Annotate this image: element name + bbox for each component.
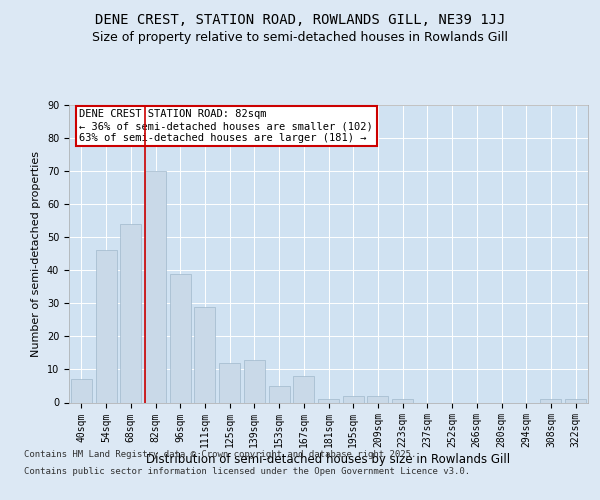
Bar	[343, 396, 364, 402]
Bar	[565, 399, 586, 402]
Text: DENE CREST STATION ROAD: 82sqm
← 36% of semi-detached houses are smaller (102)
6: DENE CREST STATION ROAD: 82sqm ← 36% of …	[79, 110, 373, 142]
Bar	[244, 360, 265, 403]
Bar	[71, 380, 92, 402]
Y-axis label: Number of semi-detached properties: Number of semi-detached properties	[31, 151, 41, 357]
Bar	[392, 399, 413, 402]
Bar	[145, 171, 166, 402]
Text: Contains HM Land Registry data © Crown copyright and database right 2025.: Contains HM Land Registry data © Crown c…	[24, 450, 416, 459]
Bar	[95, 250, 116, 402]
Text: Size of property relative to semi-detached houses in Rowlands Gill: Size of property relative to semi-detach…	[92, 31, 508, 44]
Bar	[120, 224, 141, 402]
Bar	[219, 363, 240, 403]
X-axis label: Distribution of semi-detached houses by size in Rowlands Gill: Distribution of semi-detached houses by …	[146, 453, 511, 466]
Text: DENE CREST, STATION ROAD, ROWLANDS GILL, NE39 1JJ: DENE CREST, STATION ROAD, ROWLANDS GILL,…	[95, 12, 505, 26]
Bar	[541, 399, 562, 402]
Bar	[318, 399, 339, 402]
Text: Contains public sector information licensed under the Open Government Licence v3: Contains public sector information licen…	[24, 468, 470, 476]
Bar	[269, 386, 290, 402]
Bar	[367, 396, 388, 402]
Bar	[293, 376, 314, 402]
Bar	[194, 306, 215, 402]
Bar	[170, 274, 191, 402]
